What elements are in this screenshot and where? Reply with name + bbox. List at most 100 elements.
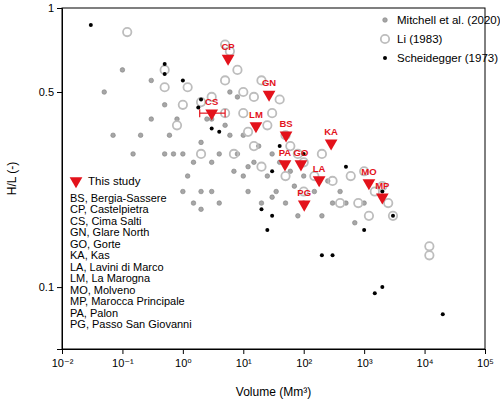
point bbox=[235, 95, 240, 100]
point-label: PA bbox=[279, 147, 292, 158]
point bbox=[138, 133, 143, 138]
y-tick-mark bbox=[57, 8, 62, 9]
point bbox=[111, 133, 116, 138]
y-axis: 0.1 0.5 1 bbox=[39, 2, 63, 349]
x-tick: 10² bbox=[296, 349, 312, 369]
annotation: PG, Passo San Giovanni bbox=[70, 318, 192, 330]
annotation: CP, Castelpietra bbox=[70, 203, 150, 215]
point bbox=[347, 172, 355, 180]
x-axis: 10⁻²10⁻¹10⁰10¹10²10³10⁴10⁵ bbox=[52, 349, 494, 369]
y-tick-label: 0.1 bbox=[39, 281, 54, 293]
point bbox=[181, 189, 186, 194]
series bbox=[123, 28, 434, 260]
point bbox=[228, 90, 233, 95]
point-label: CP bbox=[221, 41, 235, 52]
point bbox=[230, 150, 238, 158]
point bbox=[197, 150, 205, 158]
y-tick: 1 bbox=[48, 2, 62, 14]
point bbox=[239, 88, 247, 96]
y-tick: 0.5 bbox=[39, 86, 62, 98]
point-label: CS bbox=[205, 96, 218, 107]
legend-label: Mitchell et al. (2020) bbox=[397, 14, 500, 26]
point-label: LA bbox=[313, 163, 326, 174]
point bbox=[336, 199, 344, 207]
error-bar-cap bbox=[224, 109, 225, 117]
point bbox=[338, 189, 343, 194]
point bbox=[199, 140, 204, 145]
x-tick-mark bbox=[364, 349, 365, 354]
point bbox=[265, 174, 270, 179]
point bbox=[330, 201, 335, 206]
point bbox=[265, 228, 269, 232]
annotation: MP, Marocca Principale bbox=[70, 295, 185, 307]
x-tick-mark bbox=[183, 349, 184, 354]
x-axis-title: Volume (Mm³) bbox=[236, 385, 311, 399]
point bbox=[181, 78, 185, 82]
point bbox=[270, 169, 274, 173]
point bbox=[149, 78, 154, 83]
point bbox=[233, 66, 241, 74]
point bbox=[270, 214, 274, 218]
point bbox=[279, 160, 292, 171]
point bbox=[363, 179, 376, 190]
point bbox=[163, 62, 167, 66]
point bbox=[425, 242, 433, 250]
point bbox=[244, 128, 252, 136]
point bbox=[191, 201, 196, 206]
point bbox=[263, 91, 276, 102]
point bbox=[179, 101, 187, 109]
point bbox=[217, 152, 222, 157]
point bbox=[250, 142, 258, 150]
x-tick: 10⁻¹ bbox=[112, 349, 134, 369]
x-tick-label: 10⁴ bbox=[417, 357, 434, 369]
point bbox=[259, 201, 264, 206]
legend-label: Li (1983) bbox=[397, 33, 443, 45]
point bbox=[120, 68, 125, 73]
legend-symbol bbox=[383, 56, 387, 60]
point bbox=[160, 83, 168, 91]
point-labels: BSCPCSGNGOKALALMMOMPPAPG bbox=[205, 41, 390, 198]
point bbox=[239, 109, 247, 117]
point-label: LM bbox=[249, 109, 263, 120]
legend-symbol bbox=[383, 18, 388, 23]
point bbox=[259, 207, 263, 211]
annotation: LA, Lavini di Marco bbox=[70, 261, 164, 273]
point bbox=[380, 285, 384, 289]
x-tick: 10⁻² bbox=[52, 349, 74, 369]
point bbox=[252, 160, 257, 165]
point bbox=[296, 214, 301, 219]
point-label: BS bbox=[279, 118, 292, 129]
point bbox=[283, 201, 288, 206]
point-label: MO bbox=[361, 166, 376, 177]
x-tick-label: 10⁻² bbox=[52, 357, 74, 369]
point bbox=[425, 251, 433, 259]
point bbox=[191, 160, 196, 165]
chart: 10⁻²10⁻¹10⁰10¹10²10³10⁴10⁵0.10.51Volume … bbox=[0, 0, 500, 406]
y-tick: 0.1 bbox=[39, 281, 62, 293]
y-axis-line bbox=[57, 9, 63, 350]
point-label: MP bbox=[375, 180, 390, 191]
point bbox=[205, 117, 210, 122]
x-tick: 10⁰ bbox=[175, 349, 192, 369]
point bbox=[384, 199, 392, 207]
annotation: MO, Molveno bbox=[70, 284, 135, 296]
point bbox=[270, 195, 275, 200]
point bbox=[197, 98, 205, 106]
point bbox=[373, 291, 377, 295]
point bbox=[89, 23, 93, 27]
point bbox=[149, 117, 154, 122]
x-tick-label: 10⁵ bbox=[477, 357, 494, 369]
annotation: GN, Glare North bbox=[70, 226, 149, 238]
x-tick-label: 10¹ bbox=[236, 357, 252, 369]
point-label: GO bbox=[294, 147, 309, 158]
x-tick-mark bbox=[304, 349, 305, 354]
point bbox=[312, 189, 317, 194]
point bbox=[228, 133, 233, 138]
point bbox=[209, 160, 214, 165]
point bbox=[270, 152, 275, 157]
point bbox=[318, 150, 326, 158]
point bbox=[257, 162, 265, 170]
point bbox=[331, 253, 335, 257]
point bbox=[131, 152, 136, 157]
point bbox=[275, 95, 283, 103]
